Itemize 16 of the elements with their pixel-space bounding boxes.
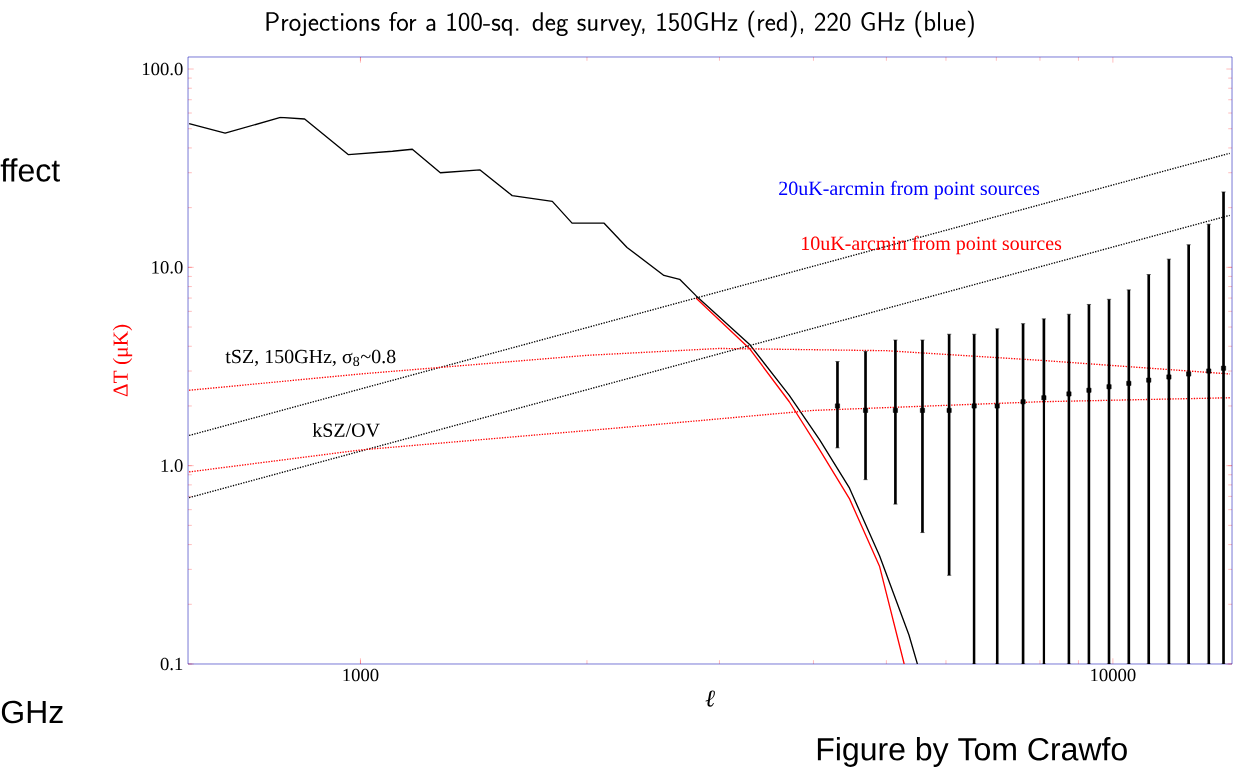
y-tick-label: 10.0	[152, 261, 183, 274]
y-tick-label: 100.0	[142, 62, 183, 76]
annotation: 20uK-arcmin from point sources	[779, 180, 1040, 200]
annotation: tSZ, 150GHz, σ$_{8}$~0.8	[225, 349, 396, 367]
text: ffect	[0, 158, 60, 182]
y-axis-title: ΔT (μK)	[112, 324, 133, 397]
x-tick-label: 1000	[343, 668, 379, 682]
chart-title: Projections for a 100-sq. deg survey, 150GHz (red), 220 GHz (blue)	[266, 10, 974, 38]
x-axis-title: ℓ	[705, 690, 715, 707]
text: Figure by Tom Crawfo	[817, 737, 1127, 767]
y-tick-label: 1.0	[161, 459, 183, 473]
text: GHz	[1, 700, 63, 724]
x-tick-label: 10000	[1091, 668, 1136, 682]
annotation: 10uK-arcmin from point sources	[802, 235, 1062, 255]
annotation: kSZ/OV	[312, 422, 380, 438]
y-tick-label: 0.1	[160, 657, 183, 671]
